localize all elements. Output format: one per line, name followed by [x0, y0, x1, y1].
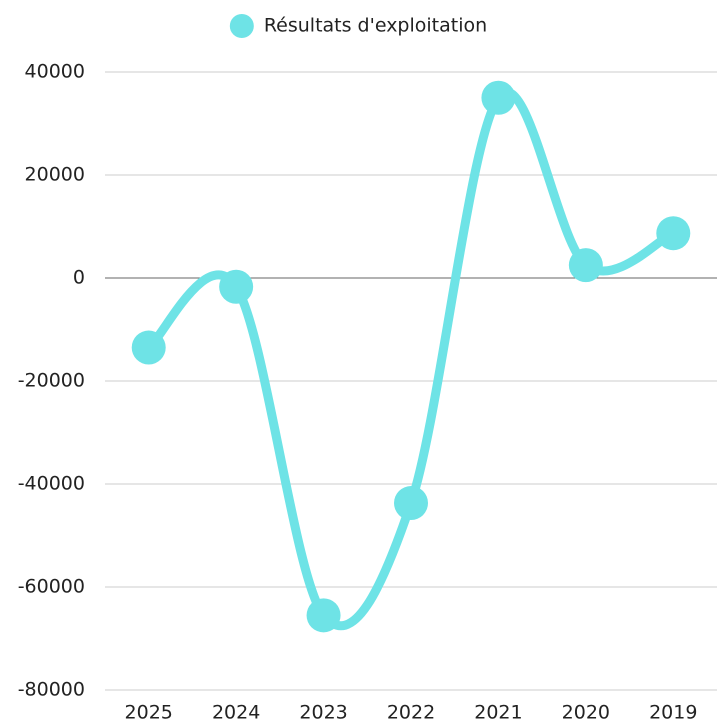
y-tick-label: 20000	[25, 164, 85, 186]
point	[656, 216, 691, 251]
line	[144, 87, 678, 631]
legend-swatch	[229, 14, 254, 38]
y-tick-label: 0	[73, 267, 85, 289]
x-tick-label: 2024	[212, 702, 260, 724]
y-tick-label: -80000	[18, 679, 85, 701]
point	[131, 330, 166, 365]
point	[481, 80, 516, 115]
x-tick-label: 2019	[649, 702, 697, 724]
x-tick-label: 2020	[562, 702, 610, 724]
point	[306, 598, 341, 633]
point	[568, 248, 603, 283]
point	[219, 269, 254, 304]
y-tick-label: -60000	[18, 576, 85, 598]
legend-label: Résultats d'exploitation	[264, 15, 487, 37]
x-tick-label: 2023	[299, 702, 347, 724]
x-tick-label: 2022	[387, 702, 435, 724]
x-tick-label: 2021	[474, 702, 522, 724]
x-tick-label: 2025	[125, 702, 173, 724]
point	[394, 486, 428, 521]
y-tick-label: 40000	[25, 61, 85, 83]
y-tick-label: -20000	[18, 370, 85, 392]
y-tick-label: -40000	[18, 473, 85, 495]
